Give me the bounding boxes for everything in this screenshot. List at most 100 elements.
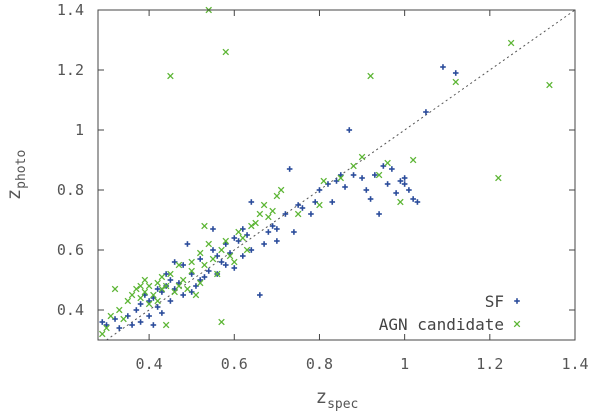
x-tick-label: 1 <box>400 355 409 373</box>
agn-candidate-point <box>154 297 161 305</box>
sf-point <box>291 229 297 235</box>
sf-point <box>197 277 204 283</box>
agn-candidate-point <box>201 222 208 230</box>
x-tick-label: 0.6 <box>221 355 248 373</box>
sf-point <box>359 175 365 181</box>
agn-candidate-point <box>188 258 195 266</box>
sf-point <box>367 196 374 202</box>
sf-point <box>376 211 382 217</box>
x-tick-label: 0.4 <box>136 355 163 373</box>
legend-marker-agn-candidate <box>513 320 521 328</box>
agn-candidate-point <box>397 198 404 206</box>
agn-candidate-point <box>409 156 417 164</box>
sf-point <box>231 265 238 271</box>
sf-point <box>342 184 348 190</box>
x-axis-label-subscript: spec <box>327 397 358 412</box>
x-axis-label: zspec <box>316 386 359 412</box>
sf-point <box>337 172 344 178</box>
agn-candidate-point <box>235 228 242 236</box>
sf-point <box>159 310 165 316</box>
sf-point <box>265 229 272 235</box>
agn-candidate-point <box>269 207 276 215</box>
sf-point <box>210 226 216 232</box>
agn-candidate-point <box>196 249 204 257</box>
agn-candidate-point <box>167 72 174 80</box>
sf-point <box>248 247 255 253</box>
agn-candidate-point <box>213 270 221 278</box>
sf-point <box>188 271 195 277</box>
legend-cross-marker <box>513 320 521 328</box>
agn-candidate-point <box>120 315 127 323</box>
agn-candidate-point <box>265 213 272 221</box>
agn-candidate-point <box>128 291 136 299</box>
y-axis-label: zphoto <box>3 150 29 201</box>
agn-candidate-point <box>239 234 247 242</box>
y-tick-label: 1 <box>75 121 84 139</box>
sf-point <box>393 190 399 196</box>
agn-candidate-point <box>103 324 110 332</box>
agn-candidate-point <box>231 258 238 266</box>
sf-point <box>116 325 123 331</box>
agn-candidate-point <box>141 276 149 284</box>
agn-candidate-point <box>205 240 212 248</box>
agn-candidate-point <box>260 201 268 209</box>
sf-point <box>222 262 229 268</box>
agn-candidate-point <box>175 282 183 290</box>
sf-point <box>308 211 314 217</box>
sf-point <box>452 70 459 76</box>
sf-point <box>410 196 416 202</box>
agn-candidate-point <box>133 285 140 293</box>
sf-point <box>414 199 421 205</box>
sf-point <box>389 166 395 172</box>
agn-candidate-point <box>154 279 161 287</box>
sf-point <box>316 187 323 193</box>
agn-candidate-point <box>171 288 178 296</box>
agn-candidate-point <box>107 312 115 320</box>
y-tick-label: 0.6 <box>57 241 84 259</box>
agn-candidate-point <box>111 285 119 293</box>
sf-point <box>406 187 412 193</box>
agn-candidate-point <box>277 186 285 194</box>
legend-plus-marker <box>514 298 520 304</box>
x-tick-label: 1.4 <box>561 355 588 373</box>
x-tick-label: 1.2 <box>476 355 503 373</box>
sf-point <box>401 175 408 181</box>
sf-point <box>201 274 208 280</box>
sf-point <box>440 64 446 70</box>
sf-point <box>397 178 404 184</box>
agn-candidate-point <box>218 318 225 326</box>
sf-point <box>363 187 370 193</box>
sf-point <box>257 292 263 298</box>
sf-point <box>205 268 212 274</box>
agn-candidate-point <box>196 279 204 287</box>
agn-candidate-point <box>141 288 149 296</box>
sf-point <box>150 322 157 328</box>
sf-point <box>295 202 301 208</box>
agn-candidate-point <box>222 237 230 245</box>
agn-candidate-point <box>507 39 515 47</box>
agn-candidate-point <box>209 255 217 263</box>
x-ticks: 0.4 0.6 0.8 1 1.2 1.4 <box>136 10 589 373</box>
x-axis-label-main: z <box>316 386 327 408</box>
sf-point <box>146 298 152 304</box>
sf-point <box>99 319 106 325</box>
agn-candidate-point <box>158 273 166 281</box>
series-sf <box>99 64 459 331</box>
agn-candidate-point <box>179 276 187 284</box>
sf-point <box>329 199 336 205</box>
sf-point <box>282 211 289 217</box>
agn-candidate-point <box>188 267 195 275</box>
agn-candidate-point <box>294 210 302 218</box>
y-tick-label: 0.8 <box>57 181 84 199</box>
sf-point <box>210 247 216 253</box>
legend-label-sf: SF <box>485 292 504 311</box>
x-tick-label: 0.8 <box>306 355 333 373</box>
sf-point <box>137 301 144 307</box>
sf-point <box>299 205 306 211</box>
sf-point <box>154 286 161 292</box>
agn-candidate-point <box>226 252 234 260</box>
sf-point <box>240 253 246 259</box>
agn-candidate-point <box>124 297 132 305</box>
agn-candidate-point <box>192 291 200 299</box>
agn-candidate-point <box>256 210 264 218</box>
